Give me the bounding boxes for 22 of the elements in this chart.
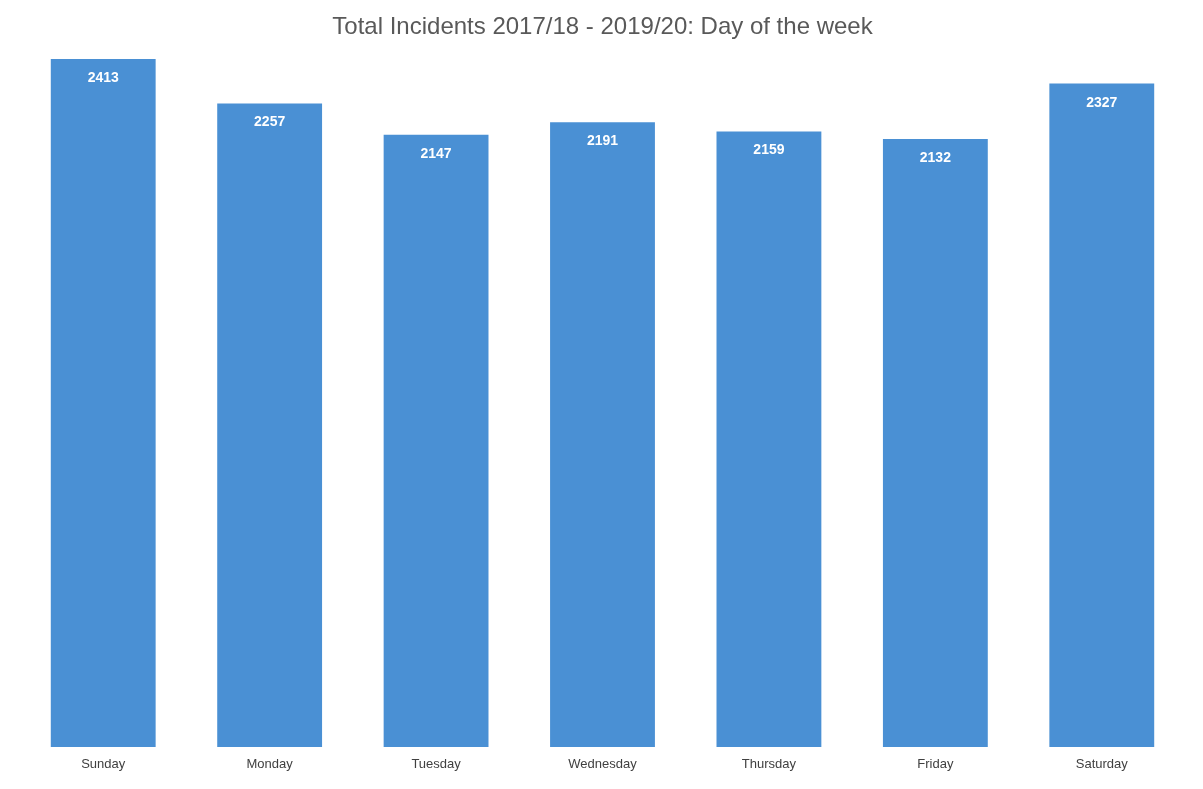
- data-label: 2159: [753, 141, 785, 158]
- x-tick-label: Thursday: [741, 755, 797, 771]
- data-label: 2191: [586, 132, 619, 149]
- data-label: 2132: [919, 149, 952, 166]
- x-tick-label: Wednesday: [568, 755, 638, 771]
- bar: [1049, 83, 1155, 747]
- data-label: 2327: [1086, 93, 1118, 110]
- x-tick-label: Tuesday: [411, 755, 462, 771]
- x-tick-label: Friday: [917, 755, 954, 771]
- bar: [383, 134, 489, 747]
- bar: [716, 131, 822, 747]
- chart-title: Total Incidents 2017/18 - 2019/20: Day of the week: [332, 12, 874, 39]
- bar: [882, 139, 988, 747]
- x-tick-label: Monday: [246, 755, 294, 771]
- data-label: 2257: [254, 113, 286, 130]
- bar: [550, 122, 655, 747]
- x-tick-label: Saturday: [1075, 755, 1129, 771]
- data-label: 2147: [420, 144, 452, 161]
- data-label: 2413: [87, 69, 119, 85]
- bar: [50, 59, 156, 747]
- bar: [217, 103, 323, 747]
- x-tick-label: Sunday: [81, 755, 126, 771]
